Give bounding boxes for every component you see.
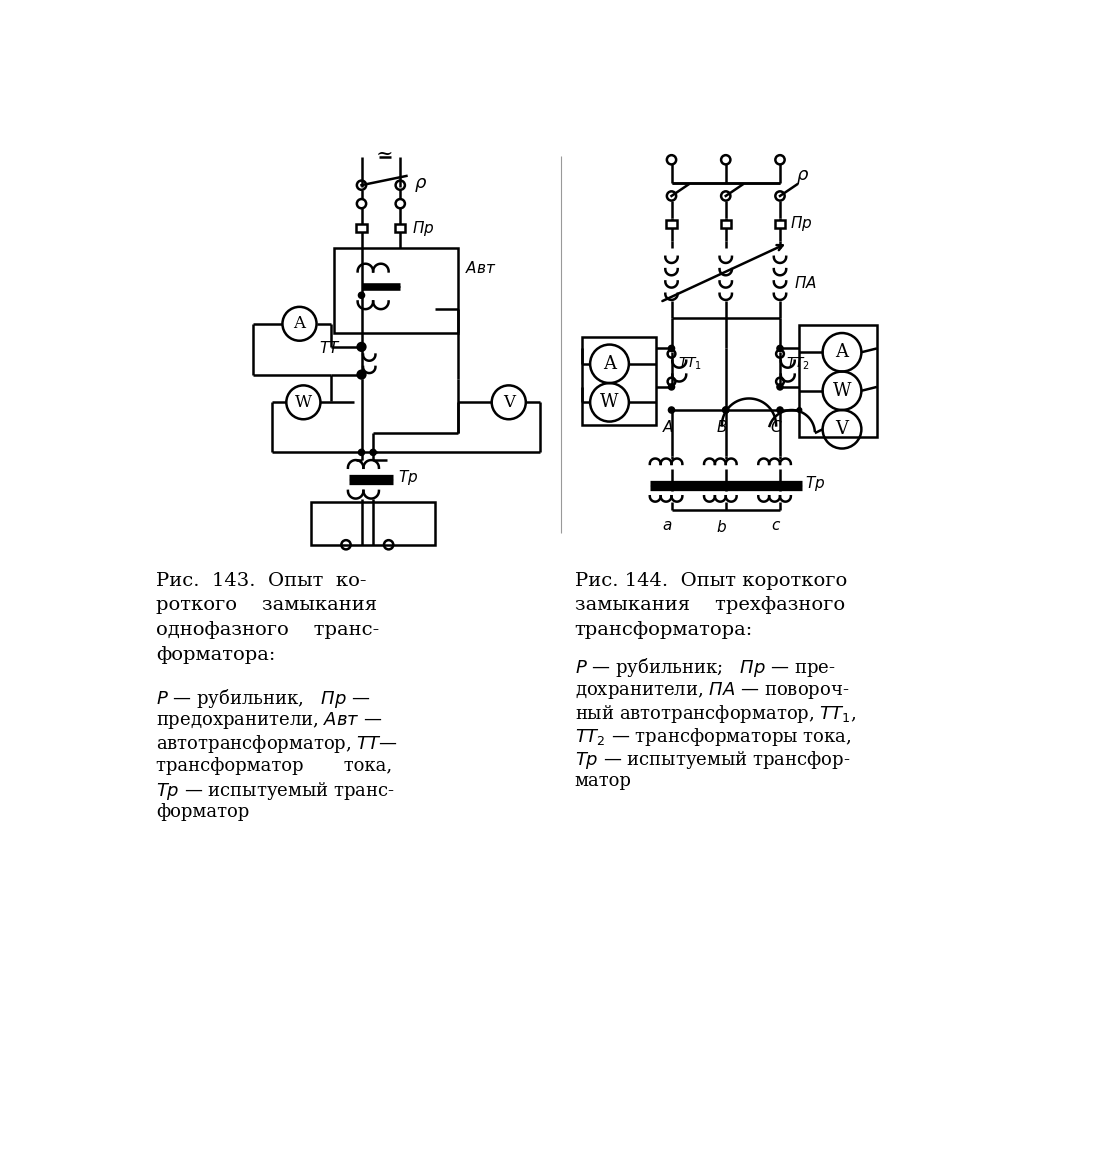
Text: Рис.  143.  Опыт  ко-: Рис. 143. Опыт ко- [156,571,366,590]
Text: однофазного    транс-: однофазного транс- [156,621,380,639]
Text: $Тр$ — испытуемый транс-: $Тр$ — испытуемый транс- [156,780,395,802]
Text: форматора:: форматора: [156,645,276,664]
Text: $Авт$: $Авт$ [465,260,496,275]
Text: V: V [503,393,515,411]
Bar [800,326,877,437]
Circle shape [777,408,783,413]
Text: $\rho$: $\rho$ [795,169,808,186]
Bar [666,220,676,227]
Text: предохранители, $Авт$ —: предохранители, $Авт$ — [156,711,383,732]
Bar [582,337,656,425]
Bar [775,220,785,227]
Text: $Тр$ — испытуемый трансфор-: $Тр$ — испытуемый трансфор- [574,748,850,771]
Text: A: A [836,343,849,362]
Text: $ТТ$: $ТТ$ [318,341,340,356]
Text: $Р$ — рубильник;   $Пр$ — пре-: $Р$ — рубильник; $Пр$ — пре- [574,657,836,679]
Text: A: A [603,355,616,372]
Text: $Пр$: $Пр$ [411,219,434,238]
Circle shape [777,345,783,351]
Circle shape [798,408,802,412]
Text: $A$: $A$ [662,419,674,436]
Text: форматор: форматор [156,802,249,821]
Circle shape [359,371,364,378]
Circle shape [359,344,364,350]
Text: W: W [833,382,851,399]
Text: матор: матор [574,772,631,790]
Text: V: V [836,420,849,438]
Text: $\rho$: $\rho$ [415,176,428,194]
Text: $ПА$: $ПА$ [794,275,817,290]
Text: $C$: $C$ [770,419,782,436]
Circle shape [668,408,675,413]
Text: A: A [293,315,305,333]
Text: $b$: $b$ [717,520,728,535]
Text: W: W [601,393,619,411]
Circle shape [359,293,364,299]
Bar [335,248,458,333]
Bar [395,225,405,232]
Text: роткого    замыкания: роткого замыкания [156,596,377,615]
Circle shape [723,408,729,413]
Text: $Тр$: $Тр$ [398,467,419,486]
Bar [311,502,435,545]
Text: $c$: $c$ [771,520,781,533]
Text: дохранители, $ПА$ — повороч-: дохранители, $ПА$ — повороч- [574,679,849,700]
Bar [721,220,731,227]
Text: автотрансформатор, $ТТ$—: автотрансформатор, $ТТ$— [156,733,398,755]
Text: $ТТ_2$: $ТТ_2$ [787,356,811,372]
Circle shape [359,450,364,456]
Text: $Пр$: $Пр$ [790,214,813,233]
Bar [357,225,366,232]
Text: $a$: $a$ [663,520,673,533]
Text: ~: ~ [376,145,394,164]
Circle shape [723,408,729,413]
Text: $P$ — рубильник,   $Пр$ —: $P$ — рубильник, $Пр$ — [156,687,371,711]
Text: W: W [294,393,312,411]
Text: замыкания    трехфазного: замыкания трехфазного [574,596,845,615]
Text: $ТТ_2$ — трансформаторы тока,: $ТТ_2$ — трансформаторы тока, [574,726,851,748]
Text: трансформатора:: трансформатора: [574,621,753,639]
Circle shape [668,384,675,390]
Circle shape [777,384,783,390]
Text: Рис. 144.  Опыт короткого: Рис. 144. Опыт короткого [574,571,847,590]
Circle shape [370,450,376,456]
Text: трансформатор       тока,: трансформатор тока, [156,756,393,774]
Text: $Тр$: $Тр$ [805,474,825,493]
Text: ный автотрансформатор, $ТТ_1$,: ный автотрансформатор, $ТТ_1$, [574,703,857,725]
Text: $ТТ_1$: $ТТ_1$ [677,356,702,372]
Text: $B$: $B$ [717,419,728,436]
Circle shape [668,345,675,351]
